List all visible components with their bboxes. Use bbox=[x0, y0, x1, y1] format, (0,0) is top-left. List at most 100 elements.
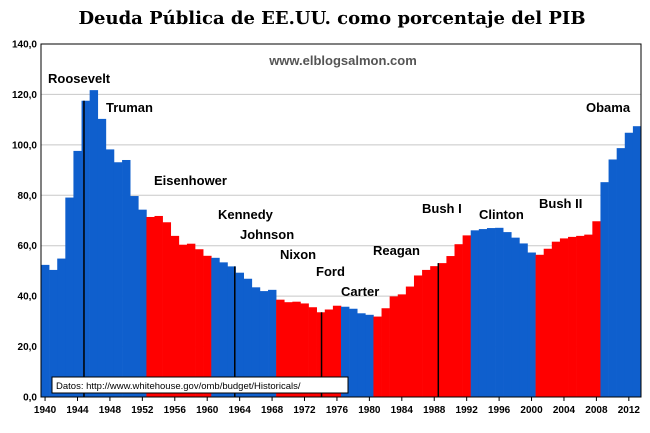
bar bbox=[113, 162, 123, 397]
x-tick-label: 1956 bbox=[164, 405, 187, 416]
x-tick-label: 1972 bbox=[293, 405, 316, 416]
bar bbox=[495, 227, 504, 397]
bar bbox=[551, 241, 561, 397]
bar bbox=[405, 286, 415, 397]
source-box bbox=[51, 376, 349, 394]
bar bbox=[341, 306, 350, 397]
bar bbox=[259, 291, 269, 397]
label-obama: Obama bbox=[586, 100, 631, 115]
bar bbox=[138, 209, 147, 397]
label-truman: Truman bbox=[106, 100, 153, 115]
bar bbox=[89, 90, 99, 397]
bar bbox=[324, 309, 334, 397]
bar bbox=[624, 132, 634, 397]
x-tick-label: 1988 bbox=[423, 405, 446, 416]
bar bbox=[584, 234, 593, 397]
bar bbox=[462, 235, 472, 397]
bar bbox=[357, 313, 366, 397]
bar bbox=[276, 299, 285, 397]
bar bbox=[486, 228, 496, 397]
x-tick-label: 1948 bbox=[99, 405, 122, 416]
x-tick-label: 2012 bbox=[618, 405, 641, 416]
bar bbox=[243, 278, 253, 397]
bar bbox=[219, 262, 228, 397]
bar bbox=[81, 100, 90, 397]
x-tick-label: 2000 bbox=[520, 405, 543, 416]
label-carter: Carter bbox=[341, 284, 379, 299]
label-ford: Ford bbox=[316, 264, 345, 279]
x-tick-label: 1984 bbox=[391, 405, 414, 416]
bar bbox=[632, 126, 642, 397]
bar bbox=[251, 287, 261, 397]
bar bbox=[122, 159, 131, 397]
bar bbox=[178, 244, 188, 397]
bar bbox=[559, 238, 569, 397]
bar bbox=[284, 302, 293, 397]
bar bbox=[227, 266, 236, 397]
bar bbox=[332, 305, 342, 397]
watermark: www.elblogsalmon.com bbox=[268, 53, 417, 68]
bar bbox=[211, 257, 220, 397]
label-bush-i: Bush I bbox=[422, 201, 462, 216]
label-clinton: Clinton bbox=[479, 207, 524, 222]
y-tick-label: 140,0 bbox=[12, 40, 37, 51]
bar bbox=[381, 308, 390, 397]
label-nixon: Nixon bbox=[280, 247, 316, 262]
bar bbox=[268, 289, 277, 397]
x-tick-label: 1980 bbox=[358, 405, 381, 416]
y-tick-label: 100,0 bbox=[12, 140, 37, 151]
label-eisenhower: Eisenhower bbox=[154, 173, 227, 188]
bar bbox=[438, 263, 447, 397]
bar bbox=[97, 118, 107, 397]
bar bbox=[592, 221, 601, 397]
label-johnson: Johnson bbox=[240, 227, 294, 242]
y-tick-label: 120,0 bbox=[12, 90, 37, 101]
bar bbox=[543, 248, 553, 397]
bar bbox=[446, 256, 455, 397]
bar bbox=[373, 316, 382, 397]
bar bbox=[170, 235, 180, 397]
bar bbox=[478, 229, 488, 397]
bar bbox=[503, 232, 512, 397]
bar bbox=[535, 254, 544, 397]
x-tick-label: 1976 bbox=[326, 405, 349, 416]
bar bbox=[519, 243, 528, 397]
x-tick-label: 1964 bbox=[229, 405, 252, 416]
x-tick-label: 1940 bbox=[34, 405, 57, 416]
bar bbox=[41, 264, 50, 397]
x-tick-label: 1992 bbox=[456, 405, 479, 416]
x-tick-label: 1960 bbox=[196, 405, 219, 416]
y-tick-label: 0,0 bbox=[23, 393, 37, 404]
bar bbox=[49, 269, 58, 397]
x-tick-label: 2004 bbox=[553, 405, 576, 416]
bar bbox=[430, 266, 439, 397]
bar bbox=[130, 196, 139, 397]
x-tick-label: 1952 bbox=[131, 405, 154, 416]
label-kennedy: Kennedy bbox=[218, 207, 274, 222]
bar bbox=[470, 230, 480, 397]
bar bbox=[454, 244, 463, 397]
bar bbox=[203, 255, 212, 397]
bar bbox=[349, 308, 358, 397]
x-tick-label: 2008 bbox=[585, 405, 608, 416]
label-reagan: Reagan bbox=[373, 243, 420, 258]
bar bbox=[308, 307, 317, 397]
bar bbox=[389, 296, 399, 397]
y-tick-label: 80,0 bbox=[18, 191, 38, 202]
x-axis: 1940 1944 1948 1952 1956 1960 1964 1968 1972 1976… bbox=[34, 397, 640, 416]
bar-series bbox=[41, 90, 642, 397]
bar bbox=[511, 237, 520, 397]
bar bbox=[616, 148, 626, 397]
bar bbox=[186, 243, 196, 397]
bar bbox=[146, 216, 155, 397]
bar bbox=[162, 222, 172, 397]
y-tick-label: 40,0 bbox=[18, 292, 38, 303]
x-tick-label: 1944 bbox=[66, 405, 89, 416]
bar bbox=[527, 252, 536, 397]
label-roosevelt: Roosevelt bbox=[48, 71, 111, 86]
bar bbox=[422, 269, 431, 397]
bar bbox=[608, 159, 617, 397]
bar bbox=[300, 303, 309, 397]
chart-title: Deuda Pública de EE.UU. como porcentaje … bbox=[78, 8, 585, 29]
